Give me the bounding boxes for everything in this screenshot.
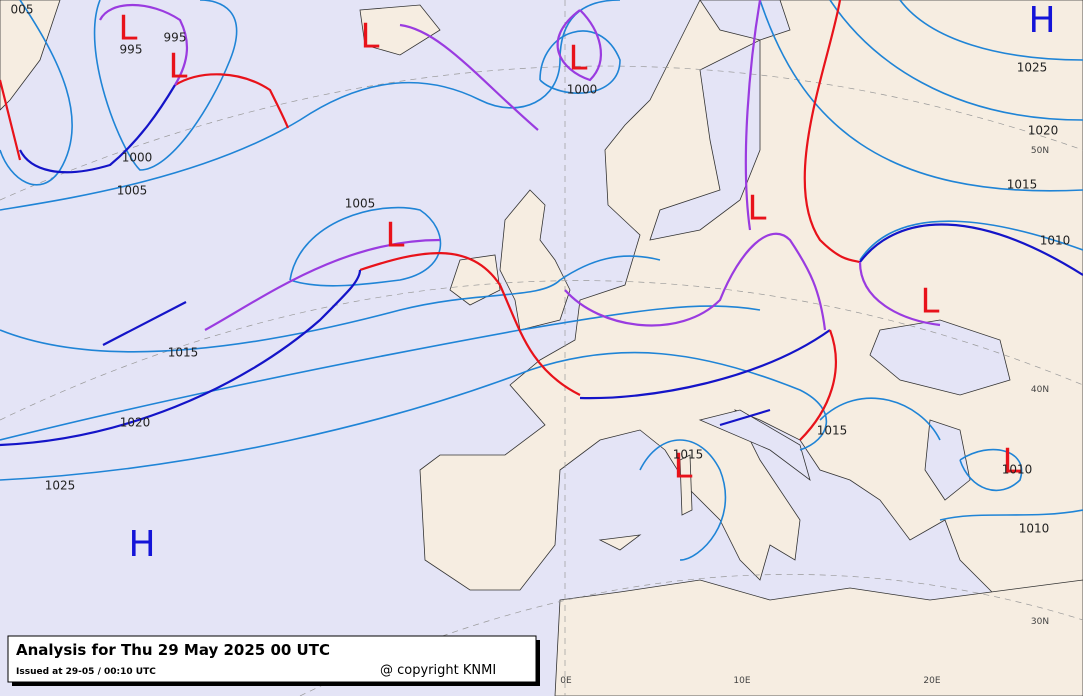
grid-label: 40N: [1031, 385, 1049, 395]
inland-seas: [649, 0, 1011, 501]
pressure-center: H: [1028, 0, 1055, 41]
isobar-label: 995: [164, 31, 187, 45]
isobar-label: 1010: [1002, 463, 1033, 477]
issued: Issued at 29-05 / 00:10 UTC: [16, 667, 156, 677]
pressure-center: L: [674, 447, 693, 487]
isobar-label: 1000: [567, 83, 598, 97]
fronts: [0, 0, 1083, 447]
isobar-label: 1020: [120, 416, 151, 430]
isobar-label: 1015: [673, 448, 704, 462]
isobar-label: 1010: [1019, 522, 1050, 536]
grid-label: 50N: [1031, 146, 1049, 156]
pressure-center: L: [361, 17, 380, 57]
legend-box: [7, 635, 537, 683]
grid-label: 20E: [923, 676, 940, 686]
pressure-center: L: [386, 216, 405, 256]
grid-label: 10E: [733, 676, 750, 686]
isobar-label: 005: [11, 3, 34, 17]
isobar-label: 1015: [168, 346, 199, 360]
isobar-label: 1005: [117, 184, 148, 198]
grid-label: 0E: [560, 676, 572, 686]
grid-label: 30N: [1031, 617, 1049, 627]
isobar-label: 1015: [817, 424, 848, 438]
pressure-center: L: [748, 189, 767, 229]
isobar-label: 1010: [1040, 234, 1071, 248]
pressure-center: L: [119, 9, 138, 49]
title: Analysis for Thu 29 May 2025 00 UTC: [16, 641, 330, 659]
isobar-label: 1020: [1028, 124, 1059, 138]
pressure-center: L: [569, 39, 588, 79]
isobar-label: 1025: [1017, 61, 1048, 75]
isobar-label: 1025: [45, 479, 76, 493]
grid-text: 50N 40N 30N 0E 10E 20E: [560, 146, 1049, 686]
pressure-center: H: [128, 524, 155, 565]
copyright: @ copyright KNMI: [380, 663, 496, 678]
isobar-label: 1000: [122, 151, 153, 165]
pressure-center: L: [921, 282, 940, 322]
isobar-text: 995 995 1000 1000 1005 1005 1015 1020 1025 1025 10…: [11, 3, 1071, 536]
pressure-center: L: [1003, 442, 1022, 482]
isobars: [0, 0, 1083, 561]
isobar-label: 995: [120, 43, 143, 57]
pressure-center: L: [169, 47, 188, 87]
isobar-label: 1015: [1007, 178, 1038, 192]
isobar-label: 1005: [345, 197, 376, 211]
